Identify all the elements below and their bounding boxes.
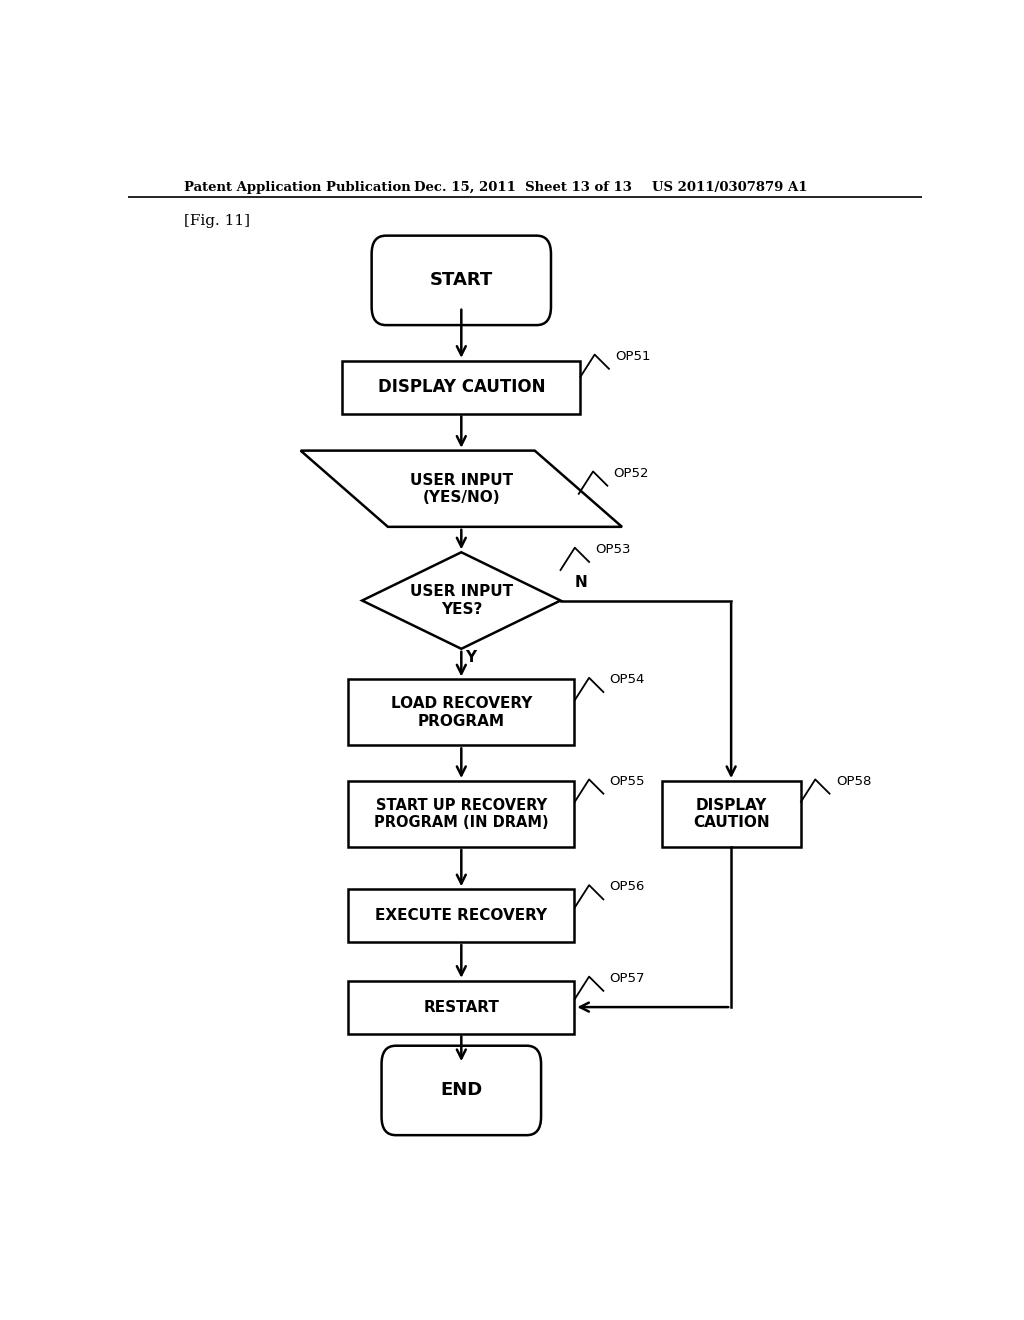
Bar (348, 680, 574, 746)
Text: USER INPUT
YES?: USER INPUT YES? (410, 585, 513, 616)
Polygon shape (301, 450, 622, 527)
Text: N: N (574, 576, 588, 590)
Text: OP51: OP51 (615, 350, 651, 363)
Bar (662, 781, 801, 847)
Text: OP56: OP56 (609, 880, 645, 894)
Text: USER INPUT
(YES/NO): USER INPUT (YES/NO) (410, 473, 513, 506)
Text: OP53: OP53 (595, 543, 631, 556)
Text: DISPLAY
CAUTION: DISPLAY CAUTION (693, 797, 769, 830)
Text: US 2011/0307879 A1: US 2011/0307879 A1 (652, 181, 807, 194)
Text: OP55: OP55 (609, 775, 645, 788)
Text: OP58: OP58 (836, 775, 871, 788)
Bar (342, 360, 581, 413)
Text: Dec. 15, 2011  Sheet 13 of 13: Dec. 15, 2011 Sheet 13 of 13 (414, 181, 632, 194)
Text: OP57: OP57 (609, 972, 645, 985)
Bar (348, 981, 574, 1034)
Bar (348, 890, 574, 942)
Text: RESTART: RESTART (423, 999, 500, 1015)
Text: EXECUTE RECOVERY: EXECUTE RECOVERY (375, 908, 548, 923)
FancyBboxPatch shape (382, 1045, 541, 1135)
Text: OP54: OP54 (609, 673, 645, 686)
FancyBboxPatch shape (372, 236, 551, 325)
Text: Patent Application Publication: Patent Application Publication (183, 181, 411, 194)
Polygon shape (362, 552, 560, 649)
Text: OP52: OP52 (613, 466, 649, 479)
Text: LOAD RECOVERY
PROGRAM: LOAD RECOVERY PROGRAM (390, 696, 532, 729)
Text: Y: Y (465, 649, 476, 664)
Text: START UP RECOVERY
PROGRAM (IN DRAM): START UP RECOVERY PROGRAM (IN DRAM) (374, 797, 549, 830)
Text: START: START (430, 272, 493, 289)
Text: [Fig. 11]: [Fig. 11] (183, 214, 250, 228)
Bar (348, 781, 574, 847)
Text: END: END (440, 1081, 482, 1100)
Text: DISPLAY CAUTION: DISPLAY CAUTION (378, 378, 545, 396)
